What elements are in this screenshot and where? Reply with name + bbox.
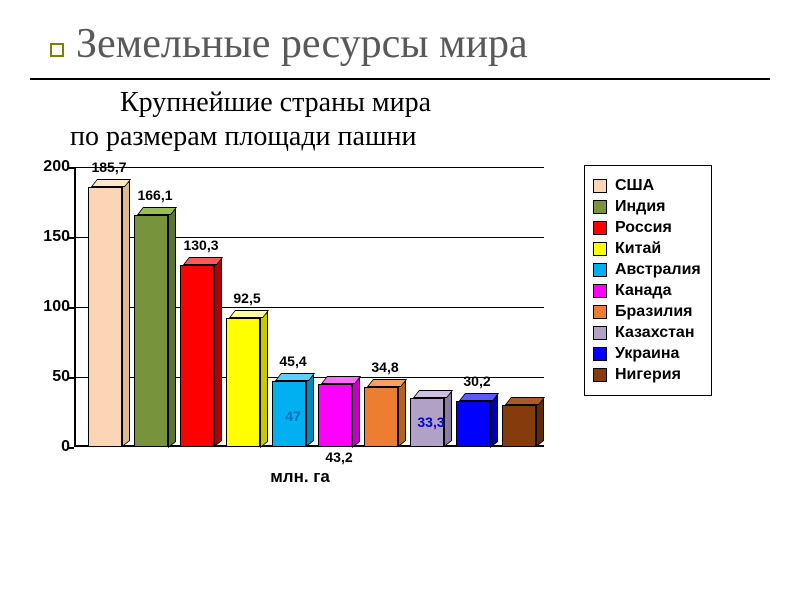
bar-5: 43,2 — [318, 167, 360, 447]
y-tick-mark — [68, 447, 74, 449]
bar-top-face — [459, 393, 499, 401]
subtitle-line-2: по размерам площади пашни — [70, 120, 417, 154]
legend-label: Казахстан — [615, 324, 695, 342]
bar-side-face — [490, 394, 498, 447]
legend-swatch — [593, 326, 607, 340]
legend-swatch — [593, 263, 607, 277]
legend-label: Индия — [615, 198, 666, 216]
bar-side-face — [536, 399, 544, 448]
legend-label: Китай — [615, 240, 661, 258]
chart-wrap: 0 50 100 150 200 185,7 166,1 130,3 92,5 47 45,4 43… — [30, 159, 770, 499]
bullet-icon — [50, 43, 64, 57]
bar-value-label: 130,3 — [183, 237, 218, 253]
bar-side-face — [122, 181, 130, 447]
divider — [30, 78, 770, 80]
y-tick-label: 50 — [30, 368, 70, 386]
y-tick-label: 100 — [30, 298, 70, 316]
y-tick-label: 0 — [30, 438, 70, 456]
bars-group: 185,7 166,1 130,3 92,5 47 45,4 43,2 34,8 33,3 30,… — [74, 167, 544, 447]
bar-4: 47 45,4 — [272, 167, 314, 447]
bar-side-face — [260, 311, 268, 447]
legend-item-3: Китай — [593, 240, 701, 258]
bar-front — [88, 187, 122, 447]
bar-front — [502, 405, 536, 447]
x-axis-label: млн. га — [30, 467, 570, 487]
subtitle-line-1: Крупнейшие страны мира — [120, 87, 431, 118]
bar-value-label: 33,3 — [417, 414, 444, 430]
bar-7: 33,3 — [410, 167, 452, 447]
bar-8: 30,2 — [456, 167, 498, 447]
bar-front — [456, 401, 490, 448]
bar-front — [318, 384, 352, 448]
bar-front — [180, 265, 214, 447]
bar-top-face — [183, 257, 223, 265]
bar-top-face — [137, 207, 177, 215]
legend-label: Украина — [615, 345, 679, 363]
bar-top-face — [413, 390, 453, 398]
bar-side-face — [168, 208, 176, 447]
y-tick-label: 200 — [30, 158, 70, 176]
bar-3: 92,5 — [226, 167, 268, 447]
subtitle: Крупнейшие страны мира по размерам площа… — [120, 86, 770, 153]
bar-9 — [502, 167, 544, 447]
bar-side-face — [398, 380, 406, 447]
bar-top-face — [367, 379, 407, 387]
legend-item-5: Канада — [593, 282, 701, 300]
bar-value-label: 185,7 — [91, 159, 126, 175]
bar-value-label: 92,5 — [233, 290, 260, 306]
bar-front — [134, 215, 168, 448]
bar-side-face — [444, 392, 452, 447]
y-tick-label: 150 — [30, 228, 70, 246]
legend-item-0: США — [593, 177, 701, 195]
legend-swatch — [593, 305, 607, 319]
bar-top-face — [229, 310, 269, 318]
bar-top-face — [91, 179, 131, 187]
bar-front — [364, 387, 398, 447]
bar-1: 166,1 — [134, 167, 176, 447]
legend-swatch — [593, 284, 607, 298]
legend-item-6: Бразилия — [593, 303, 701, 321]
bar-side-face — [306, 375, 314, 447]
legend-label: США — [615, 177, 654, 195]
title-row: Земельные ресурсы мира — [50, 20, 770, 68]
legend-label: Австралия — [615, 261, 701, 279]
bar-6: 34,8 — [364, 167, 406, 447]
legend-swatch — [593, 347, 607, 361]
legend: США Индия Россия Китай Австралия Канада Бразил… — [584, 165, 712, 396]
chart-area: 0 50 100 150 200 185,7 166,1 130,3 92,5 47 45,4 43… — [30, 159, 570, 499]
legend-swatch — [593, 242, 607, 256]
bar-0: 185,7 — [88, 167, 130, 447]
legend-item-2: Россия — [593, 219, 701, 237]
bar-value-label: 166,1 — [137, 187, 172, 203]
bar-top-face — [321, 376, 361, 384]
legend-label: Россия — [615, 219, 672, 237]
legend-label: Канада — [615, 282, 671, 300]
legend-swatch — [593, 179, 607, 193]
main-title: Земельные ресурсы мира — [76, 20, 528, 68]
legend-swatch — [593, 368, 607, 382]
bar-top-face — [505, 397, 545, 405]
bar-value-label: 34,8 — [371, 359, 398, 375]
legend-label: Бразилия — [615, 303, 693, 321]
slide-container: Земельные ресурсы мира Крупнейшие страны… — [0, 0, 800, 600]
legend-item-7: Казахстан — [593, 324, 701, 342]
legend-item-1: Индия — [593, 198, 701, 216]
bar-2: 130,3 — [180, 167, 222, 447]
bar-value-label-alt: 45,4 — [279, 353, 306, 369]
bar-value-label: 30,2 — [463, 373, 490, 389]
bar-side-face — [214, 259, 222, 448]
bar-front — [226, 318, 260, 448]
bar-value-label: 43,2 — [325, 449, 352, 465]
legend-item-9: Нигерия — [593, 366, 701, 384]
legend-swatch — [593, 221, 607, 235]
bar-top-face — [275, 373, 315, 381]
legend-label: Нигерия — [615, 366, 681, 384]
legend-swatch — [593, 200, 607, 214]
bar-value-label: 47 — [285, 408, 301, 424]
legend-item-8: Украина — [593, 345, 701, 363]
legend-item-4: Австралия — [593, 261, 701, 279]
bar-side-face — [352, 377, 360, 447]
